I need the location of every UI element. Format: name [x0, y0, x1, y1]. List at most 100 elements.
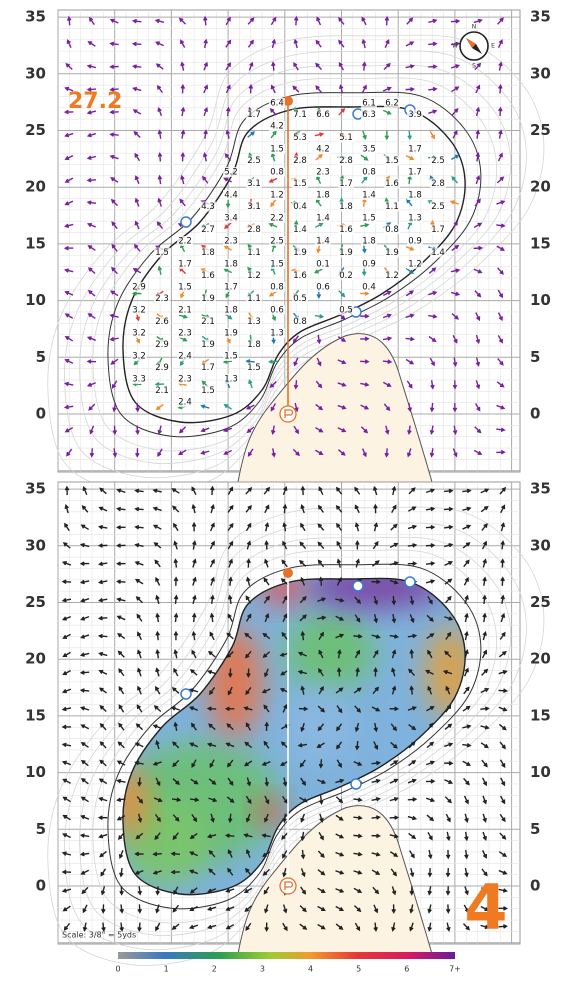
slope-arrow	[210, 503, 215, 514]
slope-label-bg	[361, 236, 377, 246]
slope-value: 0.1	[316, 260, 330, 270]
slope-label-bg	[269, 213, 285, 223]
slope-arrow	[445, 886, 451, 896]
slope-arrow	[498, 906, 508, 911]
slope-arrow	[64, 155, 74, 161]
slope-arrow	[154, 559, 161, 568]
slope-arrow	[372, 649, 379, 659]
slope-arrow	[134, 220, 140, 230]
slope-arrow	[135, 425, 140, 436]
slope-arrow	[99, 741, 107, 749]
heat-blob	[260, 578, 304, 605]
slope-label-bg	[269, 144, 285, 154]
compass-letter: S	[472, 63, 476, 70]
slope-arrow	[100, 868, 107, 877]
slope-value: 1.1	[385, 202, 399, 212]
slope-arrow	[498, 651, 507, 658]
y-axis-label: 5	[36, 348, 46, 366]
slope-arrow	[131, 18, 142, 24]
slope-value: 1.7	[339, 179, 353, 189]
slope-label-bg	[407, 109, 423, 120]
slope-arrow	[226, 796, 235, 804]
slope-label-bg	[200, 339, 216, 350]
slope-arrow	[173, 576, 179, 586]
slope-arrow	[264, 922, 269, 932]
slope-label-bg	[131, 328, 147, 338]
slope-arrow	[206, 706, 217, 712]
slope-arrow	[117, 741, 125, 749]
slope-arrow	[99, 487, 107, 495]
slope-arrow	[482, 831, 487, 841]
slope-arrow	[200, 427, 210, 433]
slope-arrow	[391, 614, 397, 624]
slope-label-bg	[407, 236, 423, 246]
slope-arrow	[426, 741, 435, 749]
slope-label-bg	[200, 270, 216, 281]
slope-arrow	[300, 777, 306, 786]
slope-value: 3.3	[132, 375, 146, 385]
slope-arrow	[225, 16, 231, 26]
sprinkler	[180, 688, 192, 700]
y-axis-label: 25	[530, 593, 551, 611]
slope-arrow	[408, 741, 416, 749]
slope-label-bg	[292, 201, 308, 212]
slope-arrow	[136, 613, 143, 622]
slope-arrow	[318, 649, 324, 659]
slope-arrow	[481, 868, 488, 877]
slope-arrow	[481, 850, 487, 859]
slope-arrow	[317, 923, 326, 930]
slope-arrow	[109, 41, 119, 47]
slope-arrow	[225, 742, 235, 748]
slope-arrow	[79, 851, 90, 857]
y-axis-label: 15	[25, 706, 46, 724]
slope-value: 0.4	[362, 283, 376, 293]
slope-arrow	[209, 612, 215, 623]
slope-arrow	[225, 62, 232, 71]
slope-arrow	[500, 540, 505, 550]
slope-arrow	[353, 815, 363, 821]
slope-arrow	[261, 688, 271, 694]
slope-arrow	[244, 905, 252, 912]
slope-arrow	[152, 870, 162, 875]
green-edge	[122, 577, 466, 896]
slope-arrow	[98, 506, 108, 512]
slope-arrow	[227, 613, 233, 622]
slope-arrow	[189, 706, 199, 711]
slope-value: 0.6	[316, 283, 330, 293]
slope-value: 0.5	[293, 294, 307, 304]
slope-arrow	[318, 759, 324, 769]
slope-arrow	[409, 648, 414, 659]
slope-arrow	[391, 595, 397, 606]
slope-arrow	[80, 724, 90, 730]
slope-arrow	[353, 687, 362, 694]
slope-value: 1.8	[224, 260, 238, 270]
slope-value: 2.9	[155, 363, 169, 373]
slope-arrow	[317, 869, 326, 876]
slope-arrow	[382, 290, 392, 296]
slope-arrow	[450, 268, 461, 273]
slope-arrow	[62, 670, 71, 676]
slope-arrow	[264, 522, 270, 532]
slope-arrow	[170, 706, 180, 711]
slope-arrow	[498, 61, 503, 71]
y-axis-label: 25	[25, 121, 46, 139]
slope-arrow	[409, 850, 415, 859]
slope-arrow	[464, 649, 469, 659]
y-axis-label: 0	[36, 405, 46, 423]
slope-value: 1.6	[385, 179, 399, 189]
slope-arrow	[354, 486, 361, 495]
slope-arrow	[475, 312, 481, 322]
slope-arrow	[116, 815, 126, 821]
slope-value: 1.8	[362, 237, 376, 247]
slope-arrow	[173, 630, 179, 641]
slope-arrow	[473, 18, 483, 24]
slope-arrow	[172, 814, 180, 822]
slope-arrow	[373, 667, 378, 677]
slope-label-bg	[361, 144, 377, 154]
y-axis-label: 5	[530, 820, 540, 838]
slope-arrow	[464, 630, 469, 641]
slope-arrow	[137, 649, 142, 659]
slope-arrow	[480, 924, 490, 930]
slope-arrow	[427, 922, 432, 932]
slope-arrow	[426, 722, 434, 731]
